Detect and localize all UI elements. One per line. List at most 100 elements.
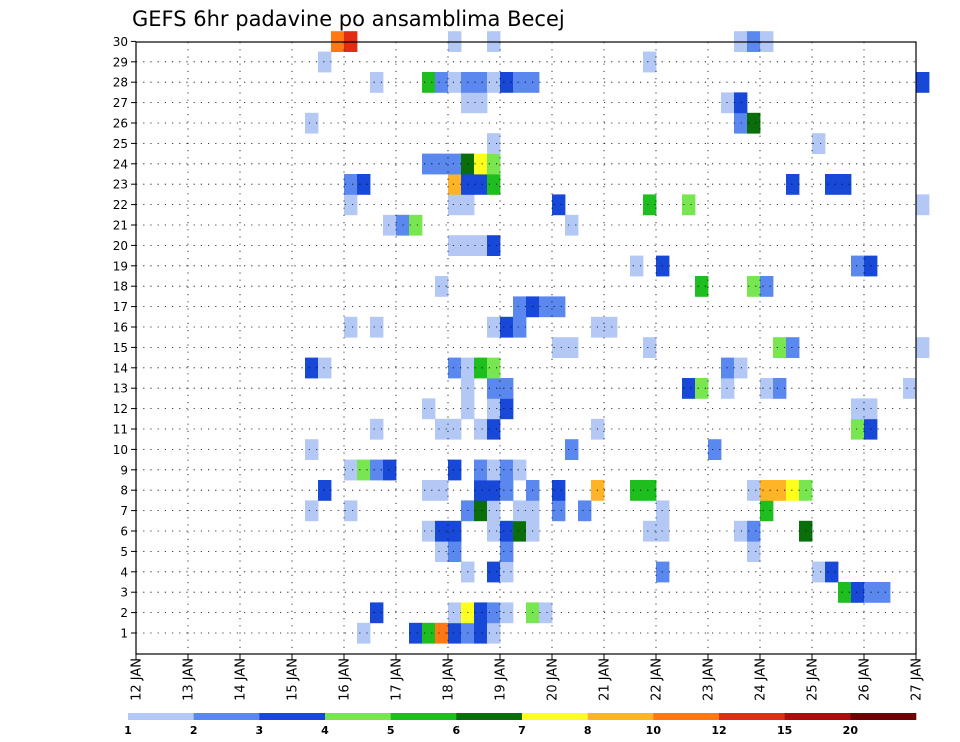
colorbar-label: 2: [190, 724, 198, 737]
y-tick-label: 29: [113, 55, 128, 69]
x-tick-label: 17 JAN: [390, 658, 405, 701]
heatmap-cell: [370, 602, 384, 624]
heatmap-cell: [435, 480, 449, 501]
heatmap-cell: [448, 602, 462, 624]
heatmap-cell: [708, 439, 722, 460]
heatmap-cell: [721, 378, 735, 399]
heatmap-cell: [773, 480, 787, 501]
y-axis: 1234567891011121314151617181920212223242…: [113, 35, 136, 641]
y-tick-label: 28: [113, 76, 128, 90]
heatmap-cell: [513, 72, 527, 93]
heatmap-cell: [487, 153, 501, 175]
heatmap-cell: [474, 418, 488, 440]
heatmap-cell: [487, 561, 501, 583]
heatmap-cell: [578, 500, 592, 522]
heatmap-cell: [474, 622, 488, 644]
heatmap-cell: [318, 357, 332, 379]
heatmap-cell: [838, 582, 852, 603]
heatmap-cell: [448, 541, 462, 562]
y-tick-label: 18: [113, 280, 128, 294]
heatmap-cell: [500, 378, 514, 399]
heatmap-cell: [448, 153, 462, 175]
colorbar-segment: [325, 713, 391, 720]
y-tick-label: 26: [113, 117, 128, 131]
heatmap-cell: [435, 622, 449, 644]
heatmap-cell: [734, 357, 748, 379]
heatmap-cell: [305, 357, 319, 379]
x-tick-label: 23 JAN: [702, 658, 717, 701]
heatmap-cell: [539, 296, 553, 318]
heatmap-cell: [643, 337, 657, 358]
colorbar-label: 20: [843, 724, 859, 737]
heatmap-cell: [773, 337, 787, 358]
heatmap-cell: [500, 602, 514, 624]
y-tick-label: 30: [113, 35, 128, 49]
heatmap-cell: [500, 520, 514, 542]
heatmap-cell: [786, 174, 800, 195]
heatmap-cell: [734, 92, 748, 114]
heatmap-cell: [500, 561, 514, 583]
y-tick-label: 2: [120, 606, 128, 620]
heatmap-cell: [682, 194, 696, 216]
colorbar-segment: [456, 713, 523, 720]
heatmap-cell: [357, 622, 371, 644]
y-tick-label: 4: [120, 565, 128, 579]
x-tick-label: 27 JAN: [910, 658, 925, 701]
heatmap-cell: [422, 153, 436, 175]
heatmap-cell: [487, 72, 501, 93]
x-tick-label: 20 JAN: [546, 658, 561, 701]
heatmap-cell: [487, 316, 501, 338]
heatmap-cell: [643, 194, 657, 216]
y-tick-label: 5: [120, 545, 128, 559]
heatmap-cell: [916, 72, 930, 93]
colorbar-label: 6: [453, 724, 461, 737]
heatmap-cell: [487, 174, 501, 195]
heatmap-cell: [383, 459, 397, 481]
heatmap-cell: [851, 255, 865, 277]
colorbar-label: 10: [646, 724, 662, 737]
y-tick-label: 9: [120, 463, 128, 477]
heatmap-cell: [487, 520, 501, 542]
heatmap-cell: [695, 378, 709, 399]
y-tick-label: 17: [113, 300, 128, 314]
colorbar: 1 2 3 4 5 6 7 8 10 12 15 20: [124, 713, 917, 737]
x-tick-label: 22 JAN: [650, 658, 665, 701]
heatmap-cell: [500, 480, 514, 501]
heatmap-cell: [422, 520, 436, 542]
y-tick-label: 24: [113, 157, 128, 171]
x-tick-label: 19 JAN: [494, 658, 509, 701]
heatmap-cell: [448, 235, 462, 256]
heatmap-cell: [474, 92, 488, 114]
heatmap-cell: [474, 72, 488, 93]
colorbar-segment: [193, 713, 260, 720]
colorbar-label: 8: [584, 724, 592, 737]
heatmap-cell: [487, 378, 501, 399]
colorbar-segment: [653, 713, 720, 720]
heatmap-cell: [513, 296, 527, 318]
heatmap-cell: [695, 276, 709, 297]
heatmap-cell: [305, 500, 319, 522]
x-tick-label: 16 JAN: [338, 658, 353, 701]
y-tick-label: 25: [113, 137, 128, 151]
heatmap-cell: [344, 500, 358, 522]
heatmap-cell: [760, 276, 774, 297]
heatmap-cell: [409, 214, 423, 236]
y-tick-label: 11: [113, 423, 128, 437]
y-tick-label: 13: [113, 382, 128, 396]
heatmap-cell: [448, 622, 462, 644]
heatmap-cell: [851, 582, 865, 603]
colorbar-segment: [259, 713, 326, 720]
heatmap-cell: [721, 357, 735, 379]
heatmap-cell: [370, 418, 384, 440]
heatmap-cell: [422, 398, 436, 420]
heatmap-cell: [435, 520, 449, 542]
heatmap-cell: [487, 357, 501, 379]
heatmap-cell: [682, 378, 696, 399]
heatmap-cell: [474, 480, 488, 501]
colorbar-label: 3: [256, 724, 264, 737]
heatmap-cell: [552, 296, 566, 318]
colorbar-label: 4: [321, 724, 329, 737]
y-tick-label: 22: [113, 198, 128, 212]
colorbar-segment: [850, 713, 917, 720]
